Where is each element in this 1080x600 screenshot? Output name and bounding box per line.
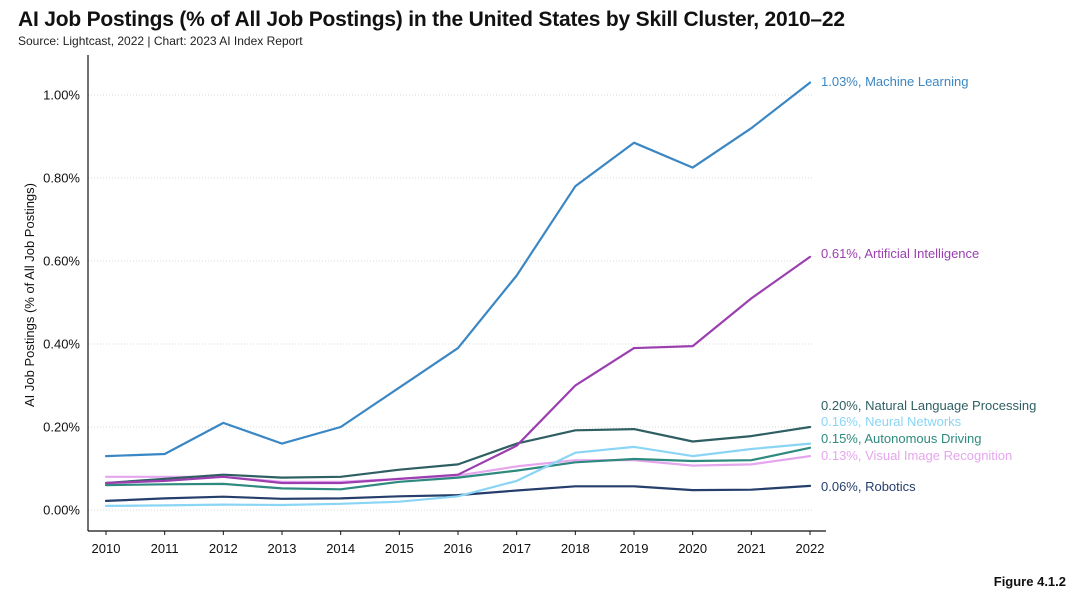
series-line-neural-networks	[104, 442, 812, 507]
series-label-machine-learning: 1.03%, Machine Learning	[821, 74, 968, 89]
axes	[87, 55, 826, 535]
series-line-artificial-intelligence	[104, 255, 812, 485]
series-label-neural-networks: 0.16%, Neural Networks	[821, 414, 962, 429]
series-lines	[104, 81, 812, 507]
x-tick-label: 2021	[737, 541, 766, 556]
grid	[88, 94, 812, 511]
y-tick-label: 0.40%	[43, 337, 80, 352]
series-label-robotics: 0.06%, Robotics	[821, 479, 916, 494]
series-label-visual-image-recognition: 0.13%, Visual Image Recognition	[821, 448, 1012, 463]
x-tick-label: 2014	[326, 541, 355, 556]
y-tick-labels: 0.00% 0.20% 0.40% 0.60% 0.80% 1.00%	[43, 88, 80, 518]
x-tick-label: 2022	[796, 541, 825, 556]
y-tick-label: 0.60%	[43, 254, 80, 269]
series-end-labels: 1.03%, Machine Learning 0.61%, Artificial…	[821, 74, 1036, 494]
x-tick-labels: 2010 2011 2012 2013 2014 2015 2016 2017 2018 2019…	[92, 541, 825, 556]
figure-label: Figure 4.1.2	[993, 574, 1066, 589]
series-line-natural-language-processing	[104, 425, 812, 485]
x-tick-label: 2019	[620, 541, 649, 556]
x-tick-label: 2012	[209, 541, 238, 556]
chart-subtitle: Source: Lightcast, 2022 | Chart: 2023 AI…	[18, 34, 303, 48]
y-tick-label: 0.20%	[43, 420, 80, 435]
x-tick-label: 2010	[92, 541, 121, 556]
chart-title: AI Job Postings (% of All Job Postings) …	[18, 8, 845, 31]
x-tick-label: 2015	[385, 541, 414, 556]
x-tick-label: 2020	[678, 541, 707, 556]
series-line-machine-learning	[104, 81, 812, 458]
series-line-robotics	[104, 484, 812, 502]
x-tick-label: 2017	[502, 541, 531, 556]
y-tick-label: 0.80%	[43, 171, 80, 186]
x-tick-label: 2011	[151, 541, 179, 556]
x-tick-label: 2018	[561, 541, 590, 556]
y-tick-label: 0.00%	[43, 503, 80, 518]
x-tick-label: 2016	[444, 541, 473, 556]
x-tick-label: 2013	[268, 541, 297, 556]
series-label-artificial-intelligence: 0.61%, Artificial Intelligence	[821, 246, 979, 261]
series-label-natural-language-processing: 0.20%, Natural Language Processing	[821, 398, 1036, 413]
series-label-autonomous-driving: 0.15%, Autonomous Driving	[821, 431, 981, 446]
series-line-autonomous-driving	[104, 446, 812, 491]
y-axis-label: AI Job Postings (% of All Job Postings)	[22, 183, 37, 407]
y-tick-label: 1.00%	[43, 88, 80, 103]
